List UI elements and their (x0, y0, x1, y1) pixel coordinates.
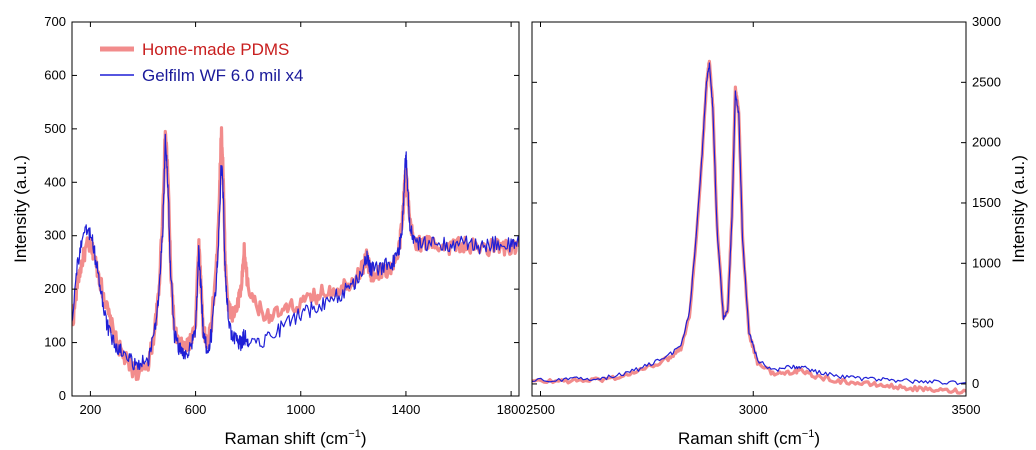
y-axis-label: Intensity (a.u.) (1009, 155, 1028, 263)
series-line-1-1 (72, 126, 519, 381)
chart-panel-1: 200 600 1000 1400 1800 0 100 200 300 400 500 600 700… (11, 14, 526, 448)
y-tick-label: 2000 (972, 135, 1001, 150)
x-axis-label: Raman shift (cm−1) (678, 428, 820, 448)
chart-panel-2: 2500 3000 3500 0 500 1000 1500 2000 2500 3000 Rama… (526, 14, 1028, 448)
x-tick-label: 3500 (952, 402, 981, 417)
y-tick-label: 500 (44, 121, 66, 136)
plot-frame (531, 21, 967, 397)
x-tick-label: 1400 (391, 402, 420, 417)
x-tick-label: 1000 (286, 402, 315, 417)
y-axis-label: Intensity (a.u.) (11, 155, 30, 263)
x-tick-label: 1800 (497, 402, 526, 417)
x-tick-label: 3000 (739, 402, 768, 417)
series-line-2-1 (532, 59, 966, 395)
y-tick-label: 1500 (972, 195, 1001, 210)
legend-label: Gelfilm WF 6.0 mil x4 (142, 66, 304, 85)
y-tick-label: 400 (44, 174, 66, 189)
series-line-2-2 (532, 62, 966, 386)
legend-label: Home-made PDMS (142, 40, 289, 59)
y-tick-label: 600 (44, 67, 66, 82)
y-tick-label: 500 (972, 316, 994, 331)
y-tick-label: 700 (44, 14, 66, 29)
plot-frame (71, 21, 520, 397)
y-tick-label: 2500 (972, 74, 1001, 89)
series-line-1-2 (72, 133, 519, 371)
y-tick-label: 1000 (972, 255, 1001, 270)
legend: Home-made PDMS Gelfilm WF 6.0 mil x4 (100, 40, 304, 85)
y-tick-label: 200 (44, 281, 66, 296)
y-tick-label: 3000 (972, 14, 1001, 29)
x-tick-label: 600 (185, 402, 207, 417)
x-axis-label: Raman shift (cm−1) (225, 428, 367, 448)
y-tick-label: 0 (59, 388, 66, 403)
y-tick-label: 100 (44, 335, 66, 350)
y-tick-label: 0 (972, 376, 979, 391)
x-tick-label: 200 (80, 402, 102, 417)
y-tick-label: 300 (44, 228, 66, 243)
x-tick-label: 2500 (526, 402, 555, 417)
